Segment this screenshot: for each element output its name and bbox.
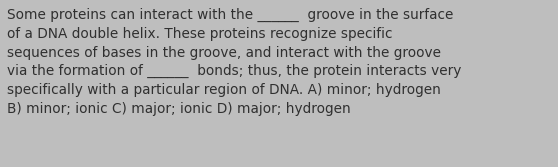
Text: Some proteins can interact with the ______  groove in the surface
of a DNA doubl: Some proteins can interact with the ____…: [7, 8, 461, 116]
